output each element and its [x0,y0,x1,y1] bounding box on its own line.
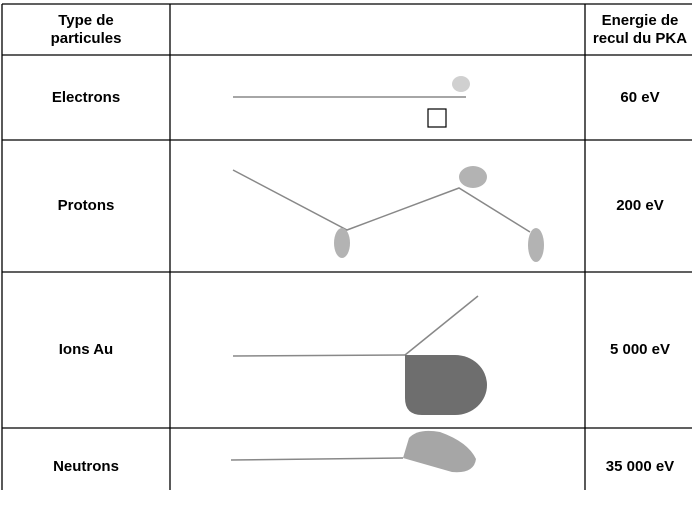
energy-cell: 5 000 eV [609,341,671,358]
energy-cell: 35 000 eV [605,457,675,475]
header-text: particules [50,29,122,47]
ion-sketch [232,295,487,415]
energy-cell: 60 eV [620,88,660,106]
header-cell: Type de particules [2,4,170,55]
electron-sketch [233,76,470,128]
particle-cell: Electrons [51,88,121,106]
table-grid [1,3,692,490]
header-text: recul du PKA [592,29,688,47]
particle-cell: Ions Au [58,341,114,358]
particle-cell: Neutrons [53,457,119,475]
particle-cell: Protons [57,197,115,214]
neutron-sketch [230,430,476,473]
header-text: Type de [58,11,114,29]
header-cell: Energie de recul du PKA [585,4,692,55]
page: Type de particules Energie de recul du P… [1,3,692,490]
table-drawing [1,3,692,490]
energy-cell: 200 eV [616,197,664,214]
proton-sketch [232,166,544,262]
header-text: Energie de [601,11,679,29]
